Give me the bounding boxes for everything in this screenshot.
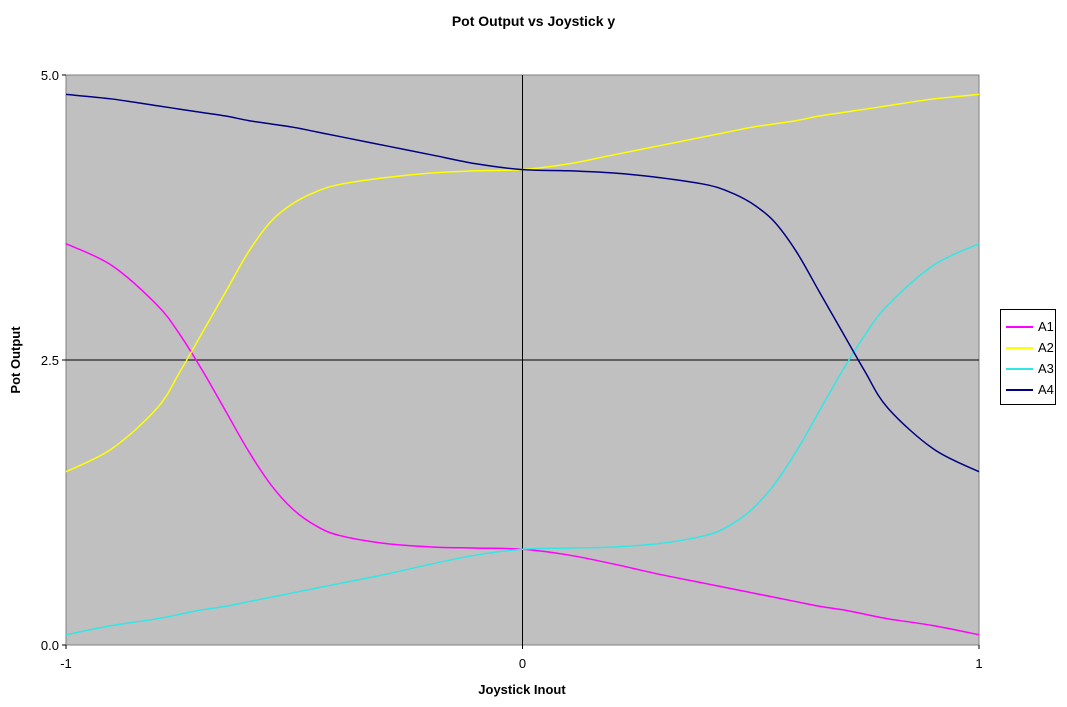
y-tick-label: 2.5 — [41, 353, 59, 368]
legend-item-a4: A4 — [1001, 379, 1055, 400]
chart-title: Pot Output vs Joystick y — [451, 13, 616, 29]
y-tick-label: 5.0 — [41, 68, 59, 83]
x-tick-label: 0 — [519, 656, 526, 671]
series-line-a3 — [65, 243, 980, 636]
legend-item-a2: A2 — [1001, 337, 1055, 358]
x-tick-label: -1 — [60, 656, 72, 671]
legend-item-a1: A1 — [1001, 316, 1055, 337]
x-axis-label: Joystick Inout — [478, 682, 566, 697]
legend-swatch — [1006, 346, 1033, 349]
legend-swatch — [1006, 325, 1033, 328]
legend-label: A2 — [1038, 340, 1054, 355]
legend-label: A3 — [1038, 361, 1054, 376]
legend: A1 A2 A3 A4 — [1000, 309, 1056, 405]
legend-swatch — [1006, 367, 1033, 370]
x-tick-label: 1 — [975, 656, 982, 671]
legend-label: A1 — [1038, 319, 1054, 334]
legend-item-a3: A3 — [1001, 358, 1055, 379]
y-axis-label: Pot Output — [8, 326, 23, 394]
y-tick-label: 0.0 — [41, 638, 59, 653]
series-line-a4 — [65, 93, 980, 473]
legend-swatch — [1006, 388, 1033, 391]
legend-label: A4 — [1038, 382, 1054, 397]
